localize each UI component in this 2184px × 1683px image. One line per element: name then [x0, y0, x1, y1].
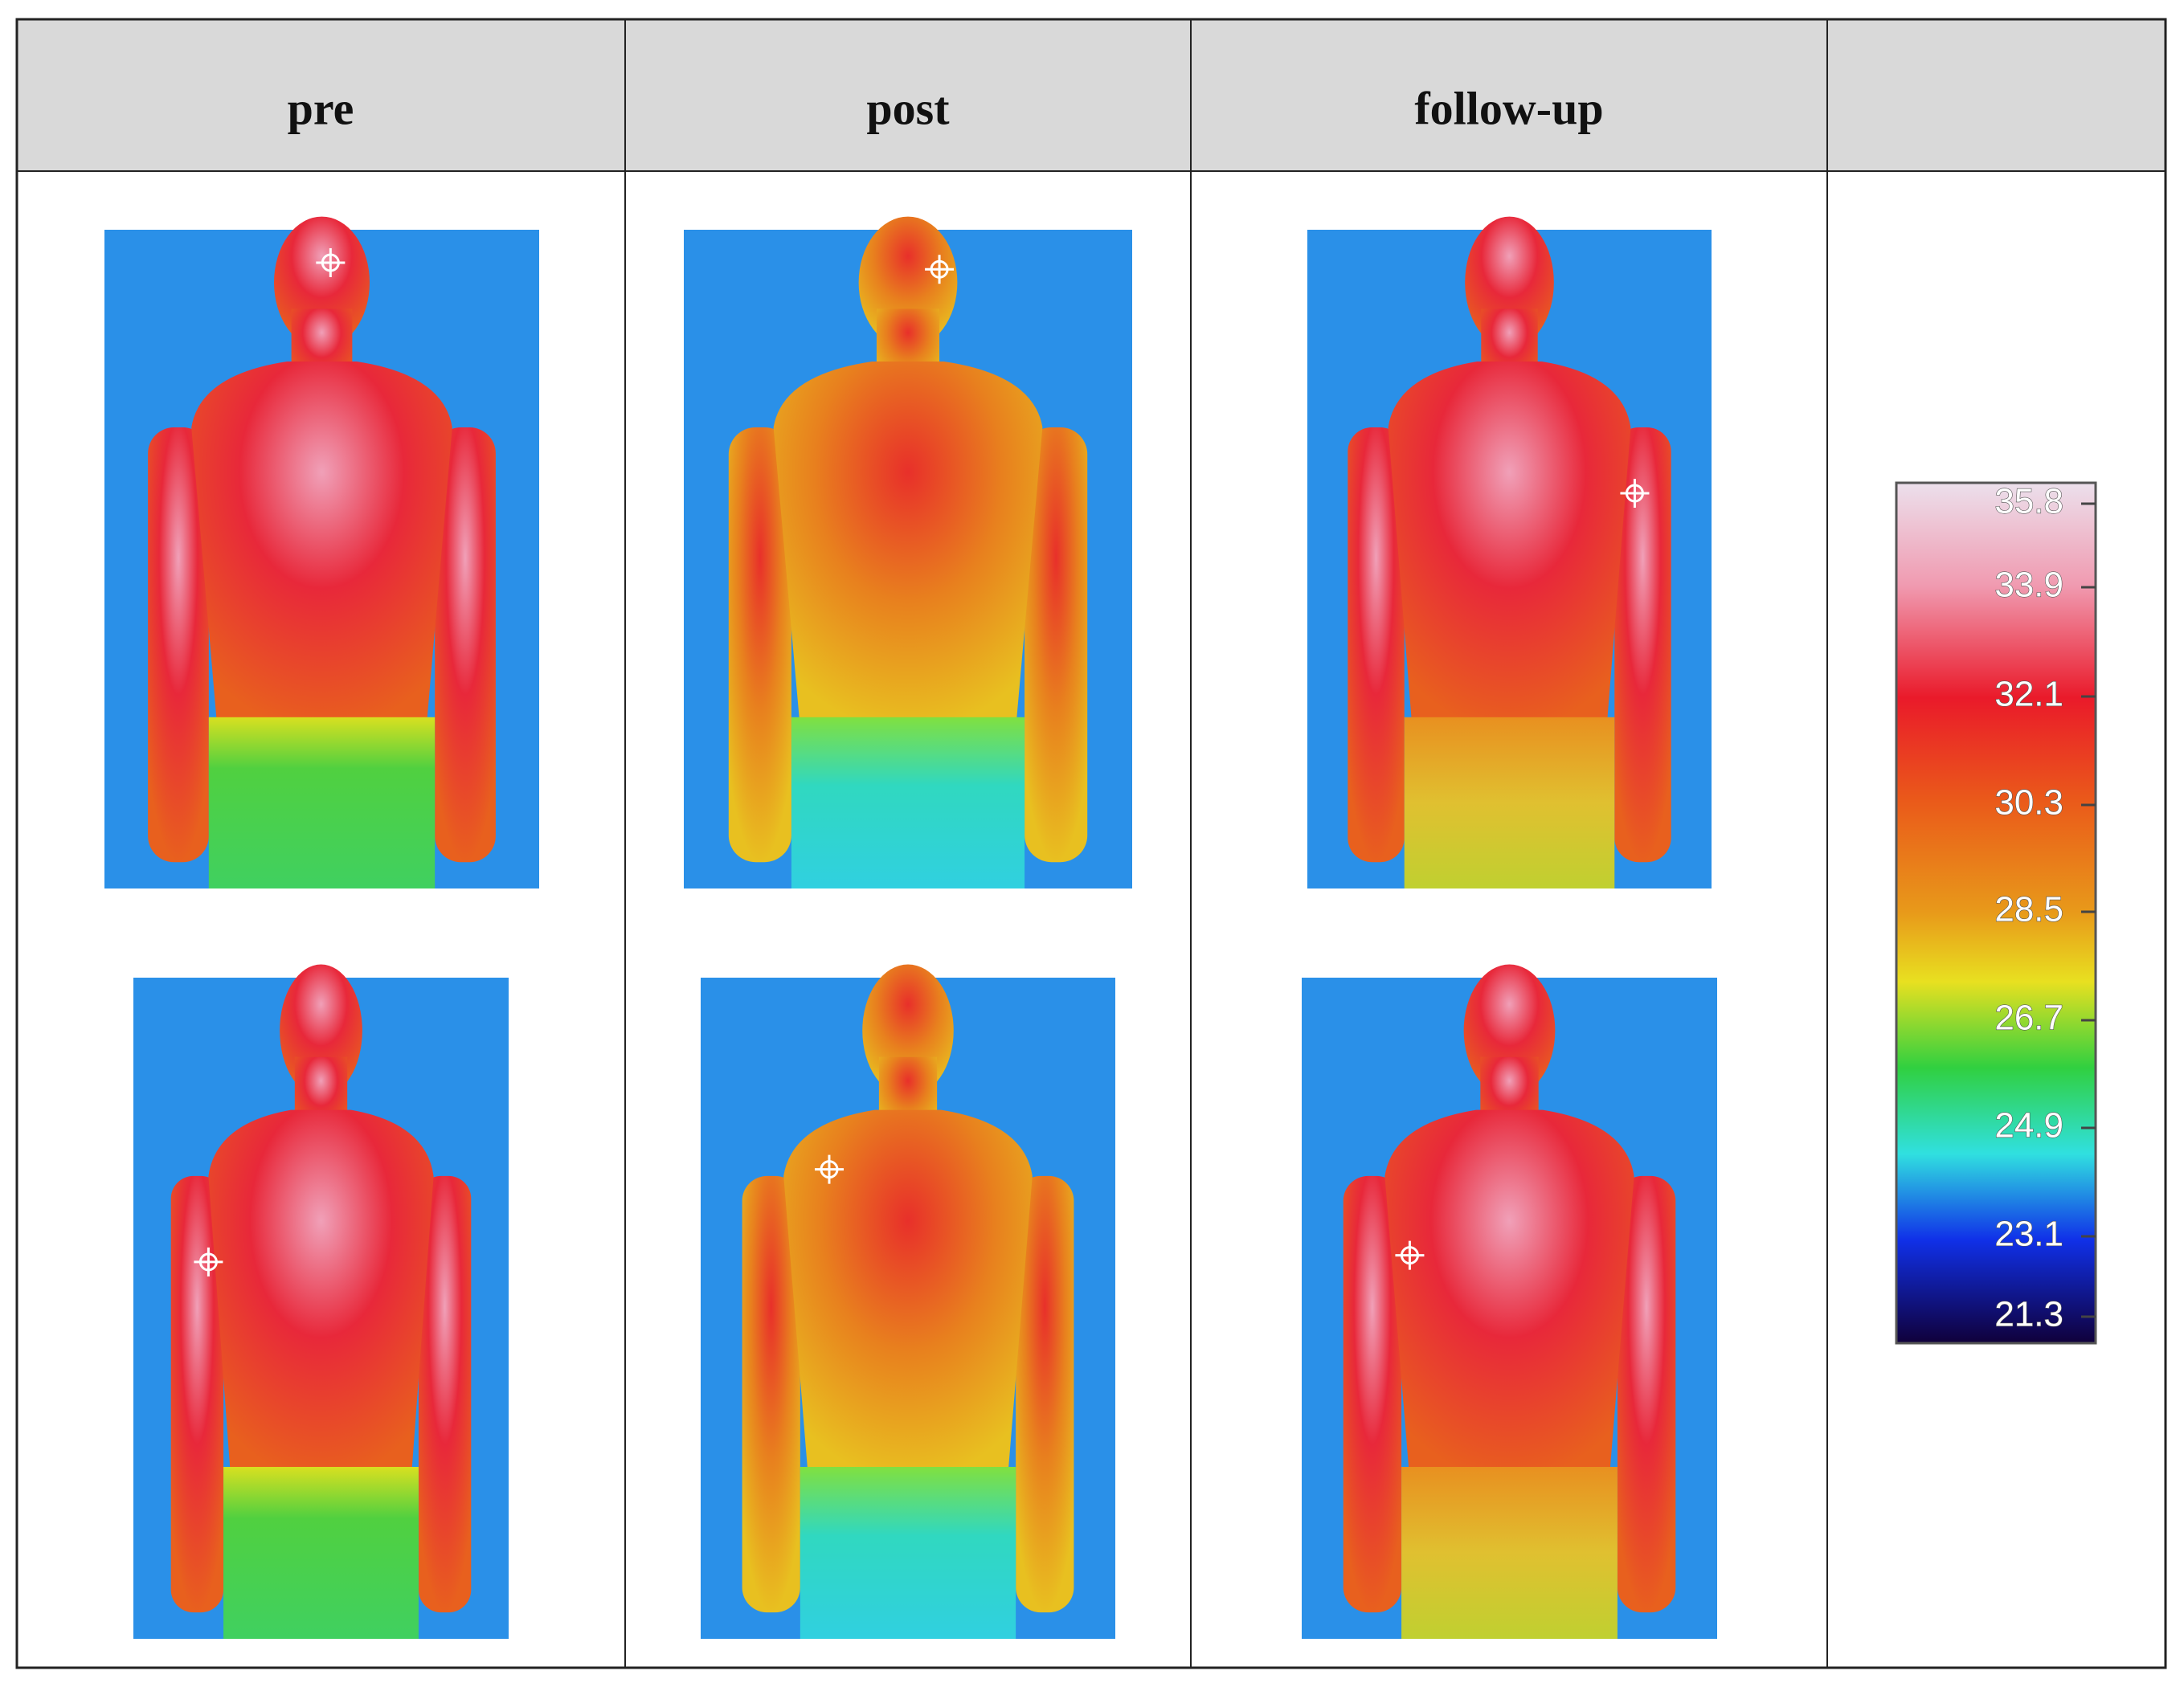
thermal-image — [133, 964, 509, 1639]
column-header: post — [866, 82, 950, 134]
marker-cross — [1395, 1240, 1425, 1270]
scale-label: 26.7 — [1994, 999, 2063, 1038]
marker-cross — [925, 255, 955, 284]
column-header: pre — [288, 82, 354, 134]
scale-label: 23.1 — [1994, 1215, 2063, 1254]
thermal-image — [1302, 964, 1717, 1639]
arm — [435, 427, 496, 863]
arm — [1617, 1175, 1676, 1613]
torso — [1388, 362, 1631, 731]
arm — [728, 427, 791, 863]
shorts — [208, 717, 436, 888]
thermal-image — [1307, 216, 1712, 888]
torso — [208, 1109, 434, 1481]
color-scale-labels: 35.8 33.9 32.1 30.3 28.5 26.7 24.9 23.1 21.3 — [1994, 481, 2096, 1334]
arm — [1016, 1175, 1074, 1613]
torso — [191, 362, 452, 731]
marker-cross — [194, 1247, 223, 1277]
scale-label: 33.9 — [1994, 566, 2063, 605]
arm — [148, 427, 209, 863]
column-header: follow-up — [1414, 82, 1603, 134]
scale-label: 21.3 — [1994, 1295, 2063, 1334]
shorts — [791, 717, 1025, 888]
scale-label: 28.5 — [1994, 890, 2063, 929]
scale-label: 32.1 — [1994, 675, 2063, 714]
thermal-image — [701, 964, 1115, 1639]
torso — [773, 362, 1043, 731]
thermal-images — [104, 216, 1717, 1639]
color-scale-bar — [1895, 481, 2097, 1345]
torso — [1384, 1109, 1634, 1481]
header-band — [17, 19, 2166, 171]
arm — [1343, 1175, 1402, 1613]
torso — [783, 1109, 1033, 1481]
shorts — [1401, 1467, 1618, 1639]
marker-cross — [316, 248, 346, 277]
thermal-image — [684, 216, 1132, 888]
arm — [1025, 427, 1088, 863]
thermal-image — [104, 216, 539, 888]
arm — [742, 1175, 800, 1613]
marker-cross — [814, 1154, 844, 1184]
scale-label: 35.8 — [1994, 482, 2063, 521]
arm — [418, 1175, 472, 1613]
scale-label: 24.9 — [1994, 1106, 2063, 1146]
shorts — [1404, 717, 1615, 888]
arm — [1614, 427, 1671, 863]
arm — [1348, 427, 1405, 863]
shorts — [223, 1467, 419, 1639]
arm — [170, 1175, 224, 1613]
marker-cross — [1620, 479, 1650, 508]
shorts — [800, 1467, 1016, 1639]
table-border — [15, 18, 2167, 1669]
scale-label: 30.3 — [1994, 783, 2063, 823]
